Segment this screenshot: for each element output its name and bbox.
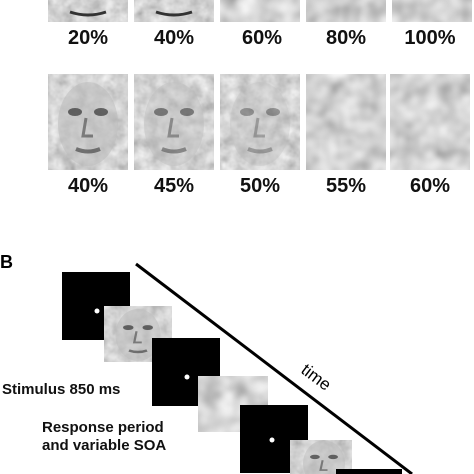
row1-images bbox=[48, 0, 472, 22]
time-arrow bbox=[135, 262, 413, 474]
noise-label: 40% bbox=[154, 27, 194, 49]
trial-sequence bbox=[62, 272, 402, 474]
noise-label: 50% bbox=[240, 175, 280, 197]
noise-label: 20% bbox=[68, 27, 108, 49]
response-label: and variable SOA bbox=[42, 437, 166, 454]
noise-label: 40% bbox=[68, 175, 108, 197]
stimulus-label: Stimulus 850 ms bbox=[2, 381, 120, 398]
panel-letter: B bbox=[0, 252, 13, 272]
noise-label: 55% bbox=[326, 175, 366, 197]
response-label: Response period bbox=[42, 419, 164, 436]
row2-images bbox=[48, 74, 470, 170]
noise-label: 100% bbox=[404, 27, 455, 49]
noise-label: 60% bbox=[242, 27, 282, 49]
noise-label: 60% bbox=[410, 175, 450, 197]
noise-label: 45% bbox=[154, 175, 194, 197]
noise-label: 80% bbox=[326, 27, 366, 49]
